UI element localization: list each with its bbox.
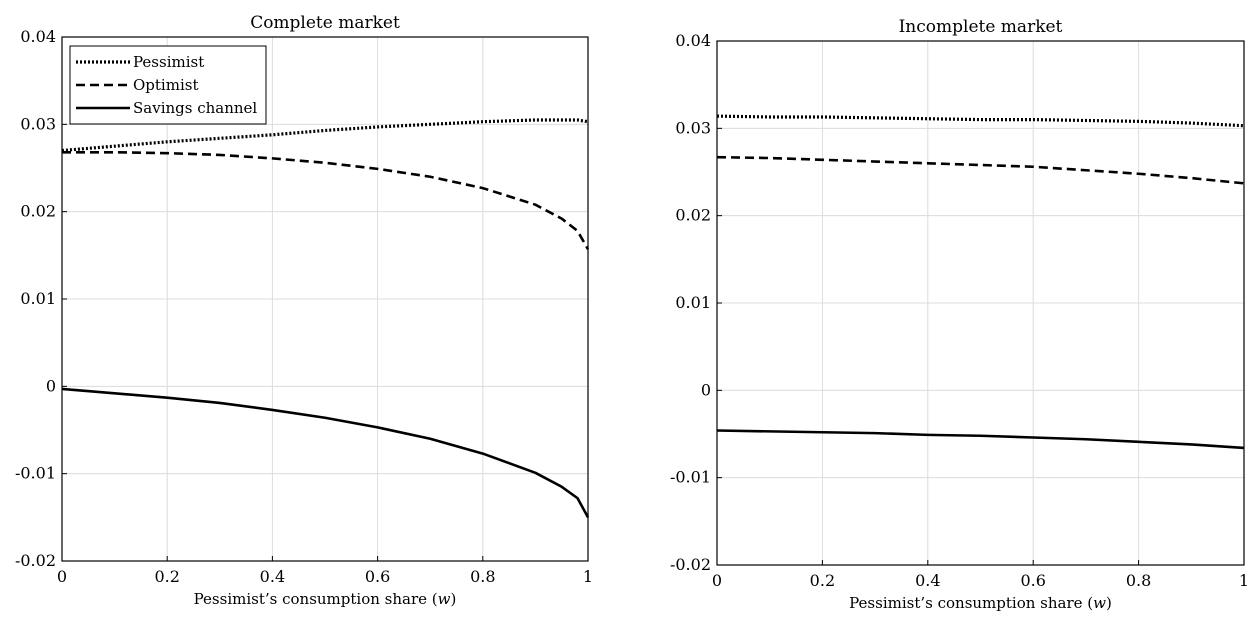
x-axis-label-variable: w — [1093, 594, 1106, 612]
series-line-dotted — [716, 114, 1245, 128]
y-tick-label: -0.02 — [670, 555, 711, 574]
legend-box — [69, 45, 267, 125]
legend-label: Pessimist — [133, 53, 204, 71]
legend-label: Optimist — [133, 76, 198, 94]
series-line-solid — [61, 387, 590, 518]
legend-label: Savings channel — [133, 99, 257, 117]
x-tick-label: 0.4 — [915, 571, 940, 590]
x-tick-label: 1 — [583, 567, 593, 586]
y-tick-label: -0.02 — [15, 551, 56, 570]
x-axis-label-main: Pessimist’s consumption share ( — [194, 590, 438, 608]
y-tick-label: 0.03 — [675, 118, 711, 137]
x-tick-label: 0.8 — [470, 567, 495, 586]
axes-frame — [716, 40, 1245, 566]
x-tick-label: 0.2 — [810, 571, 835, 590]
x-axis-label: Pessimist’s consumption share (w) — [194, 590, 457, 608]
y-tick-label: 0.01 — [20, 289, 56, 308]
chart-panel-2: 0 0.2 0.4 0.6 0.8 1 -0.02 -0.01 0 0.01 0.02 0.03 0.0… — [670, 17, 1249, 612]
x-axis-label-main: Pessimist’s consumption share ( — [849, 594, 1093, 612]
axes-frame — [61, 36, 589, 562]
y-tick-label: 0.02 — [675, 206, 711, 225]
y-tick-label: 0.04 — [20, 27, 56, 46]
chart-title: Incomplete market — [899, 17, 1063, 37]
x-tick-label: 0 — [57, 567, 67, 586]
y-tick-label: -0.01 — [670, 468, 711, 487]
x-tick-label: 0.2 — [154, 567, 179, 586]
series-line-dashed — [716, 155, 1245, 185]
y-tick-label: 0 — [701, 380, 711, 399]
x-axis-label-close: ) — [450, 590, 456, 608]
y-tick-label: 0.01 — [675, 293, 711, 312]
chart-title: Complete market — [250, 13, 400, 33]
series-line-dotted — [61, 118, 589, 153]
x-tick-label: 0.6 — [365, 567, 390, 586]
y-tick-label: 0.02 — [20, 202, 56, 221]
x-tick-label: 0 — [712, 571, 722, 590]
y-tick-label: 0.03 — [20, 114, 56, 133]
series-line-solid — [716, 429, 1245, 450]
y-tick-label: 0 — [46, 376, 56, 395]
x-axis-label-variable: w — [438, 590, 451, 608]
x-tick-label: 0.8 — [1126, 571, 1151, 590]
x-tick-label: 1 — [1239, 571, 1249, 590]
x-axis-label: Pessimist’s consumption share (w) — [849, 594, 1112, 612]
x-tick-label: 0.4 — [260, 567, 285, 586]
y-tick-label: -0.01 — [15, 464, 56, 483]
chart-panel-1: 0 0.2 0.4 0.6 0.8 1 -0.02 -0.01 0 0.01 0.02 0.03 0.0… — [15, 13, 593, 608]
x-tick-label: 0.6 — [1020, 571, 1045, 590]
y-tick-label: 0.04 — [675, 31, 711, 50]
legend: Pessimist Optimist Savings channel — [69, 45, 267, 125]
series-line-dashed — [62, 150, 590, 250]
x-axis-label-close: ) — [1106, 594, 1112, 612]
